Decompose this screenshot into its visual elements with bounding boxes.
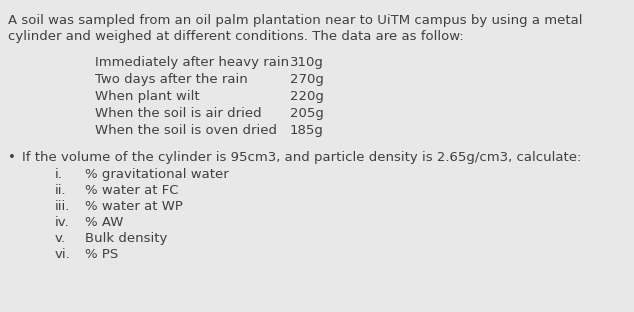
- Text: ii.: ii.: [55, 184, 67, 197]
- Text: •: •: [8, 151, 16, 164]
- Text: When the soil is air dried: When the soil is air dried: [95, 107, 262, 120]
- Text: vi.: vi.: [55, 248, 71, 261]
- Text: Bulk density: Bulk density: [85, 232, 167, 245]
- Text: A soil was sampled from an oil palm plantation near to UiTM campus by using a me: A soil was sampled from an oil palm plan…: [8, 14, 583, 27]
- Text: % water at FC: % water at FC: [85, 184, 179, 197]
- Text: 220g: 220g: [290, 90, 324, 103]
- Text: 310g: 310g: [290, 56, 324, 69]
- Text: % water at WP: % water at WP: [85, 200, 183, 213]
- Text: % PS: % PS: [85, 248, 119, 261]
- Text: If the volume of the cylinder is 95cm3, and particle density is 2.65g/cm3, calcu: If the volume of the cylinder is 95cm3, …: [22, 151, 581, 164]
- Text: % AW: % AW: [85, 216, 124, 229]
- Text: Two days after the rain: Two days after the rain: [95, 73, 248, 86]
- Text: When plant wilt: When plant wilt: [95, 90, 200, 103]
- Text: 185g: 185g: [290, 124, 324, 137]
- Text: iii.: iii.: [55, 200, 70, 213]
- Text: cylinder and weighed at different conditions. The data are as follow:: cylinder and weighed at different condit…: [8, 30, 463, 43]
- Text: Immediately after heavy rain: Immediately after heavy rain: [95, 56, 289, 69]
- Text: When the soil is oven dried: When the soil is oven dried: [95, 124, 277, 137]
- Text: i.: i.: [55, 168, 63, 181]
- Text: 205g: 205g: [290, 107, 324, 120]
- Text: v.: v.: [55, 232, 66, 245]
- Text: % gravitational water: % gravitational water: [85, 168, 229, 181]
- Text: 270g: 270g: [290, 73, 324, 86]
- Text: iv.: iv.: [55, 216, 70, 229]
